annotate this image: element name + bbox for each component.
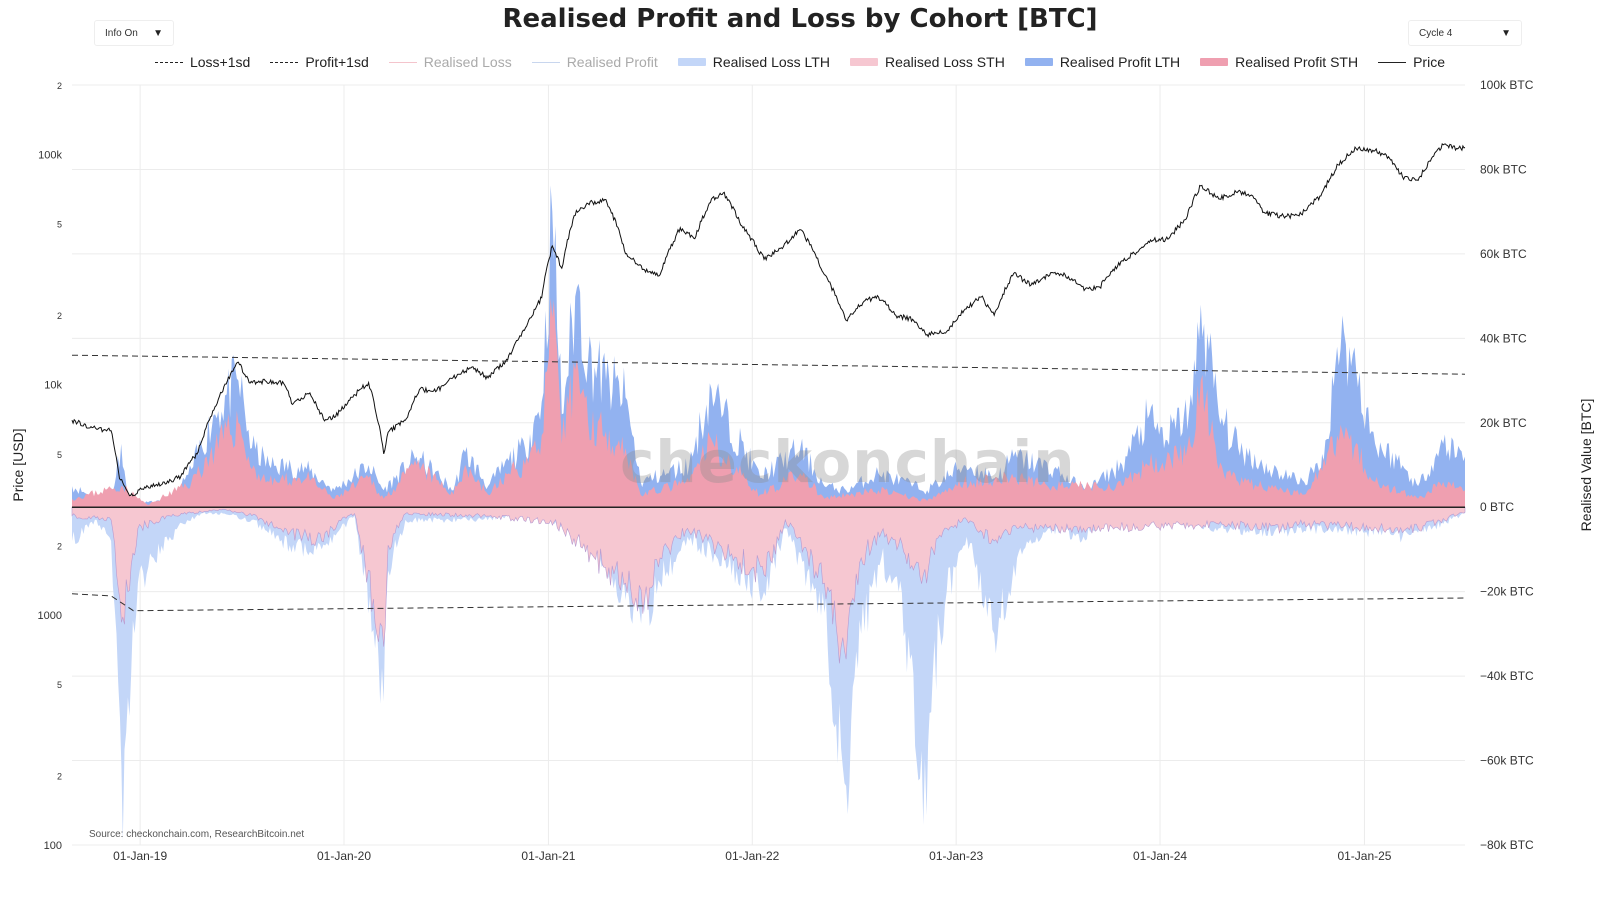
chart-title: Realised Profit and Loss by Cohort [BTC] <box>502 4 1098 34</box>
y-tick-left: 100 <box>44 840 62 852</box>
legend-swatch <box>154 61 183 63</box>
legend-swatch <box>531 61 560 63</box>
legend-label: Realised Loss STH <box>884 54 1005 70</box>
legend-swatch <box>677 58 706 66</box>
chevron-down-icon: ▼ <box>153 27 163 39</box>
legend-label: Realised Profit STH <box>1235 54 1359 70</box>
info-toggle-label: Info On <box>105 27 138 39</box>
legend-swatch <box>849 58 878 66</box>
cycle-select-dropdown[interactable]: Cycle 4 ▼ <box>1408 20 1522 46</box>
y-tick-left: 100k <box>38 149 62 161</box>
chart-legend: Loss+1sd Profit+1sd Realised Loss Realised … <box>0 52 1600 72</box>
legend-swatch <box>1378 61 1407 63</box>
legend-item[interactable]: Realised Profit <box>531 54 658 70</box>
x-tick: 01-Jan-22 <box>725 849 779 863</box>
legend-label: Realised Loss LTH <box>712 54 830 70</box>
legend-swatch <box>1024 58 1053 66</box>
y-tick-right: −40k BTC <box>1480 669 1534 683</box>
legend-swatch <box>270 61 299 63</box>
y-axis-right-title: Realised Value [BTC] <box>1578 398 1594 532</box>
x-tick: 01-Jan-25 <box>1337 849 1391 863</box>
cycle-select-label: Cycle 4 <box>1419 27 1453 39</box>
x-tick: 01-Jan-24 <box>1133 849 1187 863</box>
legend-label: Realised Loss <box>423 54 512 70</box>
area-realised-profit-sth <box>72 297 1465 508</box>
x-tick: 01-Jan-21 <box>521 849 575 863</box>
legend-item[interactable]: Realised Loss <box>388 54 512 70</box>
legend-item[interactable]: Realised Profit LTH <box>1024 54 1181 70</box>
legend-item[interactable]: Realised Loss STH <box>849 54 1005 70</box>
y-tick-left: 2 <box>57 541 62 551</box>
chevron-down-icon: ▼ <box>1501 27 1511 39</box>
legend-swatch <box>1200 58 1229 66</box>
y-tick-left: 2 <box>57 81 62 91</box>
x-tick: 01-Jan-19 <box>113 849 167 863</box>
legend-item[interactable]: Realised Loss LTH <box>677 54 830 70</box>
y-tick-left: 5 <box>57 450 62 460</box>
y-axis-left-title: Price [USD] <box>10 428 26 502</box>
legend-label: Realised Profit LTH <box>1059 54 1181 70</box>
y-tick-left: 2 <box>57 772 62 782</box>
legend-item[interactable]: Price <box>1378 54 1445 70</box>
info-toggle-dropdown[interactable]: Info On ▼ <box>94 20 174 46</box>
legend-label: Profit+1sd <box>305 54 369 70</box>
y-tick-left: 5 <box>57 680 62 690</box>
legend-label: Price <box>1413 54 1445 70</box>
legend-item[interactable]: Loss+1sd <box>154 54 251 70</box>
y-tick-left: 5 <box>57 220 62 230</box>
legend-swatch <box>388 61 417 63</box>
y-tick-left: 1000 <box>38 610 62 622</box>
y-tick-right: 0 BTC <box>1480 500 1514 514</box>
y-tick-right: 100k BTC <box>1480 78 1534 92</box>
line-loss-plus-1sd <box>71 593 1466 612</box>
area-realised-loss-sth <box>71 506 1466 664</box>
y-tick-right: 20k BTC <box>1480 416 1527 430</box>
y-tick-right: 80k BTC <box>1480 162 1527 176</box>
source-note: Source: checkonchain.com, ResearchBitcoi… <box>89 829 305 840</box>
y-tick-right: 40k BTC <box>1480 331 1527 345</box>
legend-item[interactable]: Profit+1sd <box>270 54 369 70</box>
area-realised-loss-lth <box>72 507 1465 841</box>
x-tick: 01-Jan-20 <box>317 849 371 863</box>
y-tick-left: 10k <box>44 380 62 392</box>
y-tick-right: −60k BTC <box>1480 754 1534 768</box>
y-tick-right: −80k BTC <box>1480 838 1534 852</box>
watermark: checkonchain <box>620 428 1076 496</box>
legend-label: Loss+1sd <box>189 54 251 70</box>
line-profit-plus-1sd <box>71 354 1466 375</box>
legend-label: Realised Profit <box>566 54 658 70</box>
y-tick-right: 60k BTC <box>1480 247 1527 261</box>
legend-item[interactable]: Realised Profit STH <box>1200 54 1358 70</box>
line-price <box>71 142 1466 497</box>
y-tick-right: −20k BTC <box>1480 585 1534 599</box>
x-tick: 01-Jan-23 <box>929 849 983 863</box>
y-tick-left: 2 <box>57 311 62 321</box>
